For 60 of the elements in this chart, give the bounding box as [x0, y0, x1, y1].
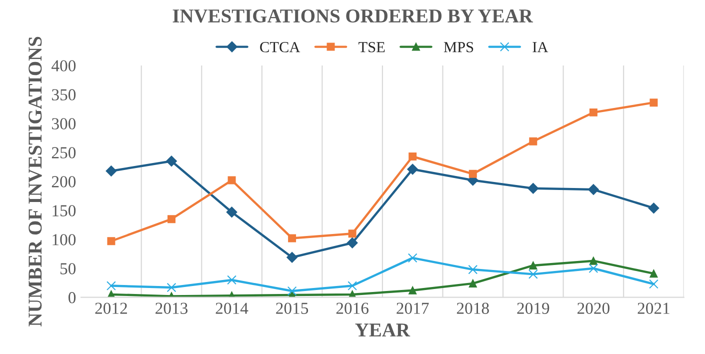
y-tick-label: 300	[52, 118, 76, 130]
x-tick-label: 2018	[456, 302, 489, 314]
legend-label: MPS	[444, 42, 474, 52]
point	[106, 166, 117, 176]
point	[649, 279, 658, 289]
chart-title: INVESTIGATIONS ORDERED BY YEAR	[172, 9, 534, 23]
x-tick-label: 2016	[336, 302, 368, 314]
x-tick-label: 2020	[578, 302, 610, 314]
point	[168, 215, 176, 224]
x-tick-label: 2015	[276, 302, 308, 314]
point	[286, 252, 298, 263]
point	[408, 286, 417, 294]
point	[648, 202, 660, 214]
y-axis-title: NUMBER OF INVESTIGATIONS	[28, 36, 42, 326]
point	[528, 182, 539, 194]
point	[288, 234, 296, 242]
x-tick-label: 2013	[156, 302, 188, 314]
y-tick-label: 50	[60, 263, 76, 274]
point	[528, 269, 538, 279]
point	[166, 156, 177, 167]
x-tick-label: 2014	[216, 302, 248, 314]
y-tick-label: 0	[68, 292, 76, 304]
point	[468, 170, 477, 178]
point	[589, 256, 598, 265]
y-tick-label: 100	[52, 234, 76, 246]
point	[227, 275, 236, 285]
point	[650, 98, 658, 107]
point	[468, 264, 478, 274]
legend-label: CTCA	[260, 42, 300, 52]
point	[529, 137, 538, 146]
x-tick-label: 2012	[95, 302, 127, 314]
point	[408, 253, 418, 263]
y-tick-label: 250	[52, 147, 76, 158]
y-tick-label: 150	[52, 205, 76, 216]
legend-label: TSE	[358, 42, 385, 52]
point	[588, 184, 599, 195]
x-tick-label: 2019	[517, 302, 550, 314]
point	[287, 286, 297, 296]
x-tick-label: 2017	[396, 302, 429, 314]
point	[107, 237, 116, 246]
point	[588, 264, 598, 274]
point	[228, 176, 236, 184]
y-tick-label: 200	[52, 176, 76, 188]
x-axis-title: YEAR	[355, 324, 410, 336]
x-tick-label: 2021	[638, 302, 670, 314]
point	[407, 164, 418, 175]
point	[468, 279, 477, 288]
point	[226, 206, 238, 218]
point	[166, 282, 176, 292]
point	[346, 237, 358, 248]
point	[589, 108, 598, 116]
point	[348, 281, 358, 290]
point	[106, 281, 116, 290]
y-tick-label: 400	[52, 60, 76, 72]
point	[650, 270, 658, 278]
legend-label: IA	[532, 42, 548, 52]
y-tick-label: 350	[52, 89, 76, 100]
point	[529, 261, 538, 270]
point	[408, 152, 417, 160]
point	[348, 230, 356, 238]
